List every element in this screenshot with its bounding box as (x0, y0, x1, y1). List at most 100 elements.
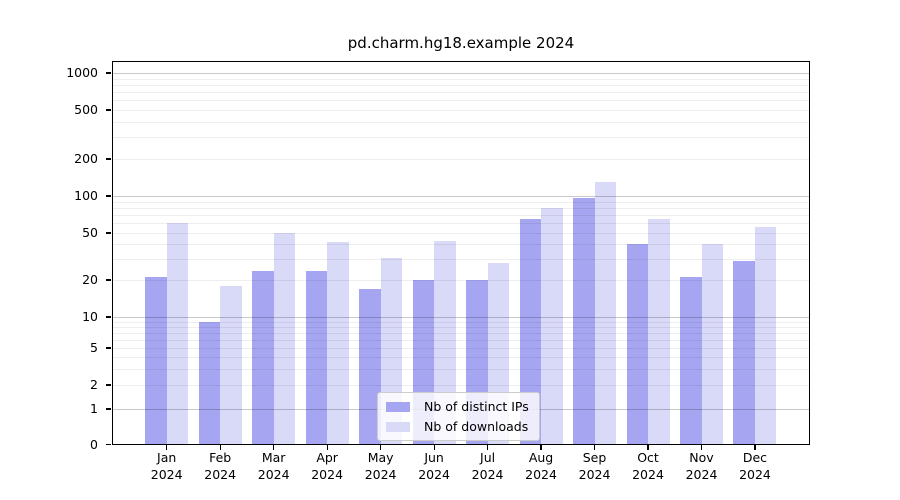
legend-label-distinct-ips: Nb of distinct IPs (424, 399, 529, 414)
legend-swatch-distinct-ips-icon (386, 401, 410, 412)
y-tick-label: 1000 (66, 65, 98, 80)
y-tick-label: 1 (90, 401, 98, 416)
y-tick-mark (106, 408, 111, 410)
x-tick-label: Feb 2024 (204, 450, 237, 482)
x-tick-mark (754, 445, 756, 450)
gridline-minor (112, 78, 810, 80)
gridline-minor (112, 339, 810, 341)
gridline-minor (112, 244, 810, 246)
y-tick-mark (106, 316, 111, 318)
x-tick-label: Jan 2024 (150, 450, 183, 482)
gridline-minor (112, 159, 810, 160)
y-tick-label: 50 (82, 225, 98, 240)
y-tick-mark (106, 347, 111, 349)
legend: Nb of distinct IPs Nb of downloads (377, 392, 540, 441)
gridline-minor (112, 121, 810, 123)
bar (733, 260, 755, 445)
y-tick-label: 200 (74, 151, 98, 166)
gridline-minor (112, 84, 810, 86)
bar (252, 270, 274, 445)
gridline-minor (112, 259, 810, 261)
gridline-major (112, 317, 810, 318)
gridline-minor (112, 321, 810, 323)
x-tick-mark (380, 445, 382, 450)
y-tick-mark (106, 72, 111, 74)
gridline-minor (112, 326, 810, 328)
bar (754, 226, 777, 445)
gridline-minor (112, 368, 810, 370)
bar (541, 207, 563, 445)
bar (648, 218, 670, 445)
x-tick-label: Dec 2024 (739, 450, 771, 482)
y-tick-label: 10 (82, 309, 98, 324)
legend-item-downloads: Nb of downloads (386, 419, 529, 434)
gridline-minor (112, 215, 810, 217)
gridline-minor (112, 280, 810, 281)
legend-swatch-downloads-icon (386, 421, 410, 432)
bar (305, 270, 328, 445)
gridline-minor (112, 332, 810, 334)
y-tick-label: 100 (74, 188, 98, 203)
gridline-minor (112, 207, 810, 209)
bar (198, 321, 221, 445)
bar (519, 218, 542, 445)
bar (327, 241, 349, 445)
y-tick-label: 500 (74, 102, 98, 117)
plot-area (112, 61, 810, 445)
y-tick-label: 2 (90, 377, 98, 392)
legend-label-downloads: Nb of downloads (424, 419, 529, 434)
gridline-minor (112, 100, 810, 102)
bar (166, 223, 189, 445)
bar (359, 288, 381, 445)
legend-item-distinct-ips: Nb of distinct IPs (386, 399, 529, 414)
x-tick-mark (433, 445, 435, 450)
chart-title: pd.charm.hg18.example 2024 (347, 34, 575, 52)
gridline-minor (112, 201, 810, 203)
x-tick-mark (219, 445, 221, 450)
x-tick-mark (647, 445, 649, 450)
x-tick-mark (166, 445, 168, 450)
y-tick-mark (106, 443, 111, 446)
gridline-minor (112, 110, 810, 111)
x-tick-mark (540, 445, 542, 450)
bar (145, 277, 167, 445)
gridline-minor (112, 348, 810, 349)
y-tick-mark (106, 109, 111, 111)
gridline-minor (112, 233, 810, 234)
x-tick-label: Mar 2024 (257, 450, 290, 482)
gridline-minor (112, 223, 810, 225)
gridline-minor (112, 357, 810, 358)
bar (573, 197, 595, 445)
y-tick-mark (106, 384, 111, 386)
gridline-minor (112, 385, 810, 386)
y-tick-mark (106, 158, 111, 160)
x-tick-label: Apr 2024 (311, 450, 344, 482)
bar (273, 233, 296, 445)
x-tick-mark (486, 445, 489, 450)
x-tick-mark (326, 445, 328, 450)
x-tick-label: Oct 2024 (632, 450, 664, 482)
x-tick-label: May 2024 (364, 450, 397, 482)
x-tick-label: Nov 2024 (685, 450, 718, 482)
x-tick-label: Jun 2024 (418, 450, 450, 482)
bar (594, 181, 617, 445)
x-tick-mark (700, 445, 703, 450)
gridline-minor (112, 137, 810, 139)
gridline-major (112, 196, 810, 197)
gridline-major (112, 73, 810, 74)
x-tick-label: Sep 2024 (578, 450, 611, 482)
y-tick-mark (106, 232, 111, 234)
y-tick-mark (106, 279, 111, 281)
bar (220, 285, 242, 445)
x-tick-label: Aug 2024 (525, 450, 557, 482)
x-tick-mark (593, 445, 596, 450)
y-tick-label: 0 (90, 436, 98, 452)
y-tick-label: 20 (82, 272, 98, 287)
x-tick-label: Jul 2024 (471, 450, 504, 482)
gridline-minor (112, 92, 810, 94)
bar (626, 244, 649, 445)
bar (680, 277, 702, 445)
bar (701, 244, 723, 445)
y-tick-label: 5 (90, 340, 98, 355)
